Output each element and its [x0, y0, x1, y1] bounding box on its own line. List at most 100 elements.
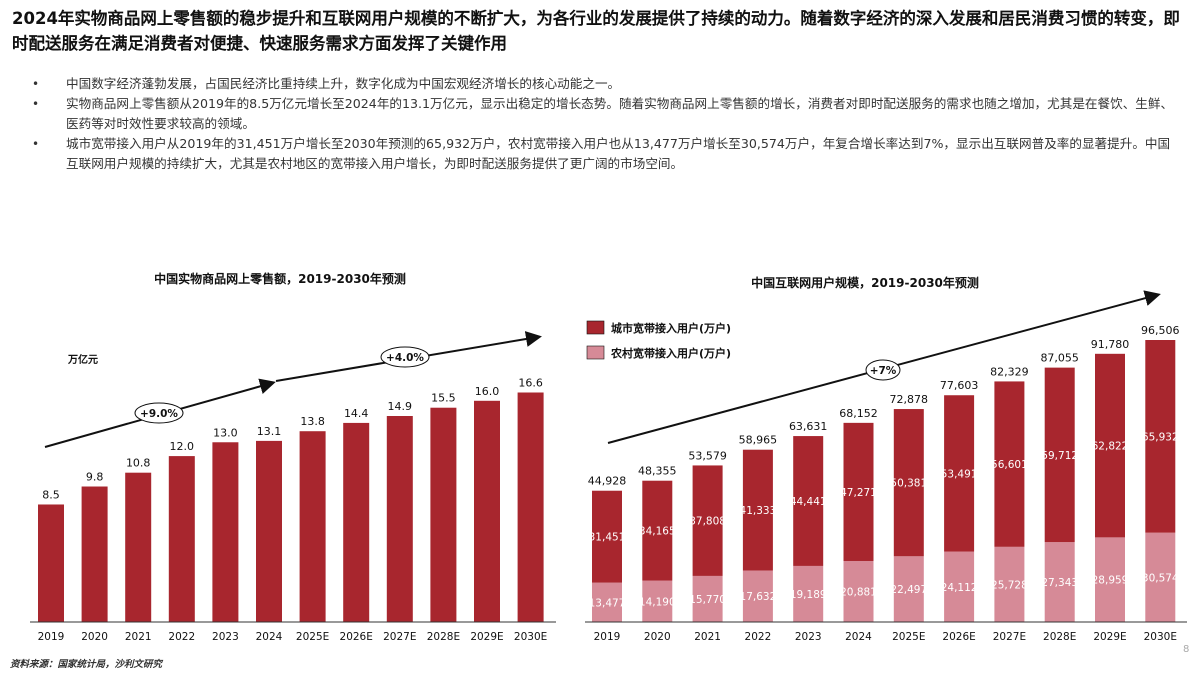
x-tick-label: 2019: [38, 631, 65, 643]
rural-value-label: 14,190: [639, 596, 676, 608]
total-value-label: 53,579: [688, 449, 727, 462]
bar-rural-2027E: [994, 546, 1025, 622]
x-tick-label: 2028E: [427, 631, 460, 643]
bar-2023: [212, 442, 239, 622]
rural-value-label: 27,343: [1041, 577, 1078, 589]
x-tick-label: 2029E: [1093, 631, 1126, 643]
x-tick-label: 2026E: [942, 631, 975, 643]
rural-value-label: 20,881: [840, 586, 877, 598]
bar-rural-2025E: [893, 556, 924, 622]
legend-swatch-urban: [586, 320, 605, 335]
retail-sales-chart: 中国实物商品网上零售额，2019-2030年预测 万亿元 8.5 2019 9.8 2…: [30, 271, 556, 643]
total-value-label: 82,329: [990, 365, 1029, 378]
total-value-label: 77,603: [940, 379, 979, 392]
bullet-text: 城市宽带接入用户从2019年的31,451万户增长至2030年预测的65,932…: [66, 136, 1171, 171]
total-value-label: 91,780: [1091, 338, 1130, 351]
x-tick-label: 2021: [125, 631, 152, 643]
bar-urban-2019: [592, 490, 622, 583]
urban-value-label: 56,601: [991, 459, 1028, 471]
urban-value-label: 62,822: [1092, 441, 1129, 453]
urban-value-label: 31,451: [589, 532, 626, 544]
bar-urban-2021: [692, 465, 723, 576]
value-label: 12.0: [170, 440, 195, 453]
bullet-text: 中国数字经济蓬勃发展，占国民经济比重持续上升，数字化成为中国宏观经济增长的核心动…: [66, 76, 621, 91]
cagr-label: +7%: [870, 365, 897, 377]
urban-value-label: 65,932: [1142, 431, 1179, 443]
bar-rural-2029E: [1095, 537, 1125, 622]
cagr-bubble: [865, 359, 901, 381]
rural-value-label: 13,477: [589, 597, 626, 609]
value-label: 8.5: [42, 488, 60, 501]
bar-urban-2022: [742, 449, 773, 571]
x-tick-label: 2023: [212, 631, 239, 643]
bar-urban-2020: [642, 480, 673, 581]
bar-2028E: [430, 407, 457, 622]
bar-rural-2023: [793, 565, 824, 622]
cagr-label: +9.0%: [140, 408, 178, 420]
bar-2025E: [299, 431, 326, 622]
x-tick-label: 2025E: [892, 631, 925, 643]
value-label: 15.5: [431, 392, 456, 405]
rural-value-label: 19,189: [790, 589, 827, 601]
bar-2019: [38, 504, 64, 622]
bar-2026E: [343, 422, 370, 622]
value-label: 9.8: [86, 471, 104, 484]
bar-rural-2030E: [1145, 532, 1176, 622]
x-tick-label: 2024: [256, 631, 283, 643]
rural-value-label: 22,497: [890, 584, 927, 596]
value-label: 14.4: [344, 407, 369, 420]
internet-users-chart: 中国互联网用户规模，2019-2030年预测 城市宽带接入用户(万户) 农村宽带接…: [585, 275, 1187, 643]
bar-2022: [168, 456, 195, 622]
bar-urban-2026E: [944, 395, 975, 552]
rural-value-label: 24,112: [941, 582, 978, 594]
bar-rural-2020: [642, 580, 673, 622]
x-tick-label: 2030E: [514, 631, 547, 643]
bullet-item: • 城市宽带接入用户从2019年的31,451万户增长至2030年预测的65,93…: [32, 134, 1182, 174]
urban-value-label: 44,441: [790, 496, 827, 508]
bar-2021: [125, 472, 152, 622]
rural-value-label: 15,770: [689, 594, 726, 606]
rural-value-label: 30,574: [1142, 572, 1179, 584]
bar-urban-2028E: [1044, 367, 1075, 543]
urban-value-label: 50,381: [890, 478, 927, 490]
bar-2030E: [517, 392, 544, 622]
bullet-item: • 中国数字经济蓬勃发展，占国民经济比重持续上升，数字化成为中国宏观经济增长的核心…: [32, 74, 1182, 94]
bar-2029E: [474, 400, 500, 622]
value-label: 10.8: [126, 457, 151, 470]
total-value-label: 72,878: [890, 393, 929, 406]
total-value-label: 58,965: [739, 434, 778, 447]
x-tick-label: 2021: [694, 631, 721, 643]
x-tick-label: 2022: [168, 631, 195, 643]
x-tick-label: 2027E: [383, 631, 416, 643]
bullet-list: • 中国数字经济蓬勃发展，占国民经济比重持续上升，数字化成为中国宏观经济增长的核心…: [32, 74, 1182, 174]
bar-2027E: [386, 416, 413, 622]
bullet-dot: •: [32, 97, 40, 111]
value-label: 13.8: [300, 415, 325, 428]
bar-urban-2023: [793, 436, 824, 566]
x-tick-label: 2024: [845, 631, 872, 643]
bullet-dot: •: [32, 137, 40, 151]
bar-rural-2026E: [944, 551, 975, 622]
bar-2024: [256, 440, 282, 622]
value-label: 16.6: [518, 377, 543, 390]
bar-urban-2025E: [893, 409, 924, 557]
cagr-bubble: [134, 402, 184, 424]
x-tick-label: 2023: [795, 631, 822, 643]
x-tick-label: 2025E: [296, 631, 329, 643]
value-label: 13.0: [213, 426, 238, 439]
rural-value-label: 25,728: [991, 579, 1028, 591]
bar-rural-2022: [742, 570, 773, 622]
cagr-label: +4.0%: [386, 352, 424, 364]
urban-value-label: 41,333: [740, 505, 777, 517]
total-value-label: 63,631: [789, 420, 828, 433]
x-tick-label: 2028E: [1043, 631, 1076, 643]
x-tick-label: 2020: [81, 631, 108, 643]
bar-2020: [81, 486, 108, 622]
x-tick-label: 2020: [644, 631, 671, 643]
x-tick-label: 2026E: [340, 631, 373, 643]
bullet-item: • 实物商品网上零售额从2019年的8.5万亿元增长至2024年的13.1万亿元，…: [32, 94, 1182, 134]
chart-title: 中国互联网用户规模，2019-2030年预测: [751, 275, 979, 290]
legend-swatch-rural: [586, 345, 605, 360]
total-value-label: 48,355: [638, 465, 677, 478]
bar-rural-2024: [843, 560, 874, 622]
